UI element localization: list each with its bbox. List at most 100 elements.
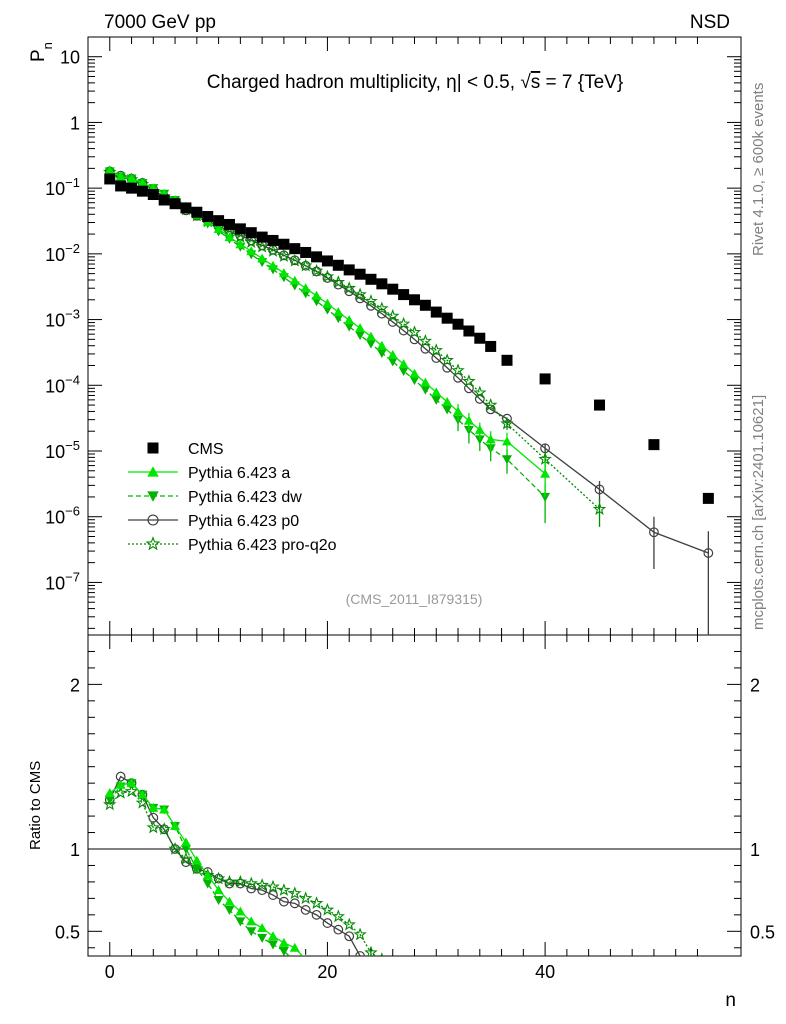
ratio-series-a: [104, 778, 307, 956]
y-tick-label: 10−5: [45, 438, 80, 462]
point-p0: [420, 343, 431, 354]
point-proq2o: [342, 281, 356, 294]
point-a: [387, 349, 398, 359]
point-cms: [452, 318, 464, 330]
header-right: NSD: [690, 12, 730, 33]
point-dw: [442, 405, 453, 415]
ratio-point-p0: [181, 857, 191, 868]
main-axis-ticks: 10 1 10−1 10−2 10−3 10−4 10−5 10−6 10−7: [45, 37, 741, 635]
ratio-plot-frame: [87, 634, 742, 957]
point-proq2o: [255, 239, 269, 253]
point-a: [365, 331, 376, 341]
point-proq2o: [483, 397, 498, 411]
legend-label-dw: Pythia 6.423 dw: [188, 489, 302, 506]
ratio-point-dw: [191, 864, 202, 874]
point-a: [137, 177, 148, 187]
point-cms: [202, 211, 214, 223]
main-data: [103, 165, 714, 635]
ratio-point-proq2o: [353, 927, 367, 941]
point-proq2o: [396, 316, 411, 330]
point-proq2o: [418, 334, 433, 347]
point-a: [224, 232, 235, 242]
header-left: 7000 GeV pp: [104, 12, 216, 33]
point-a: [540, 468, 551, 478]
point-dw: [420, 385, 431, 395]
point-dw: [431, 395, 442, 405]
ratio-line-proq2o: [109, 790, 378, 956]
ratio-point-dw: [268, 940, 279, 950]
point-cms: [485, 340, 497, 352]
ratio-point-p0: [344, 931, 355, 942]
point-cms: [501, 354, 513, 366]
point-dw: [540, 492, 551, 502]
point-cms: [289, 243, 301, 255]
ratio-point-a: [170, 820, 181, 830]
ratio-point-proq2o: [277, 883, 291, 896]
point-proq2o: [364, 294, 378, 307]
legend-label-p0: Pythia 6.423 p0: [188, 513, 299, 530]
ratio-ylabel: Ratio to CMS: [27, 761, 44, 850]
ratio-point-proq2o: [342, 917, 356, 931]
point-a: [431, 387, 442, 397]
ratio-point-a: [257, 923, 268, 933]
ratio-point-proq2o: [103, 797, 117, 811]
ratio-point-a: [202, 870, 213, 880]
point-cms: [267, 234, 279, 246]
ratio-point-a: [289, 942, 300, 952]
ratio-point-proq2o: [233, 874, 248, 888]
point-cms: [463, 325, 475, 337]
point-a: [474, 424, 485, 434]
point-dw: [398, 366, 409, 376]
ratio-point-proq2o: [168, 841, 182, 855]
ratio-line-dw: [109, 782, 291, 956]
ratio-point-proq2o: [298, 891, 313, 905]
point-a: [126, 173, 137, 183]
ratio-point-p0: [235, 878, 246, 889]
ratio-y-tick-label-right: 2: [750, 675, 760, 695]
ratio-y-tick-label-right: 0.5: [750, 922, 775, 942]
point-a: [333, 307, 344, 317]
point-a: [442, 396, 453, 406]
ratio-x-tick-label: 20: [317, 962, 337, 982]
point-proq2o: [244, 235, 258, 249]
point-proq2o: [407, 325, 422, 339]
point-cms: [169, 198, 181, 210]
point-a: [376, 340, 387, 350]
y-tick-label: 1: [70, 113, 80, 133]
point-cms: [278, 238, 290, 250]
point-a: [104, 165, 115, 175]
ratio-point-a: [191, 855, 202, 865]
ratio-point-proq2o: [124, 784, 139, 798]
point-a: [246, 246, 257, 256]
series-a: [104, 165, 551, 497]
ratio-point-p0: [224, 878, 235, 889]
point-a: [485, 434, 496, 444]
ratio-point-p0: [289, 898, 300, 909]
y-tick-label: 10−4: [45, 372, 80, 396]
point-a: [268, 260, 279, 270]
point-proq2o: [309, 263, 324, 277]
point-a: [322, 298, 333, 308]
ratio-point-proq2o: [309, 896, 324, 910]
point-proq2o: [500, 416, 514, 430]
point-cms: [256, 231, 268, 243]
point-proq2o: [429, 343, 444, 357]
legend-marker-p0: [147, 514, 159, 526]
point-a: [257, 253, 268, 263]
point-dw: [365, 339, 376, 349]
series-line-proq2o: [109, 171, 600, 510]
ratio-axis-ticks: 0.5 0.51 12 20 20 40: [55, 635, 775, 982]
ratio-point-proq2o: [157, 822, 171, 835]
y-tick-label: 10−1: [45, 175, 80, 199]
point-cms: [398, 289, 410, 301]
ratio-point-p0: [311, 909, 322, 920]
legend-marker-proq2o: [145, 536, 161, 551]
ratio-point-proq2o: [135, 795, 150, 809]
series-dw: [104, 167, 551, 524]
point-cms: [158, 194, 170, 206]
point-p0: [703, 548, 714, 558]
ratio-point-a: [126, 778, 137, 788]
point-dw: [409, 376, 420, 386]
point-a: [398, 359, 409, 369]
point-proq2o: [462, 374, 476, 388]
